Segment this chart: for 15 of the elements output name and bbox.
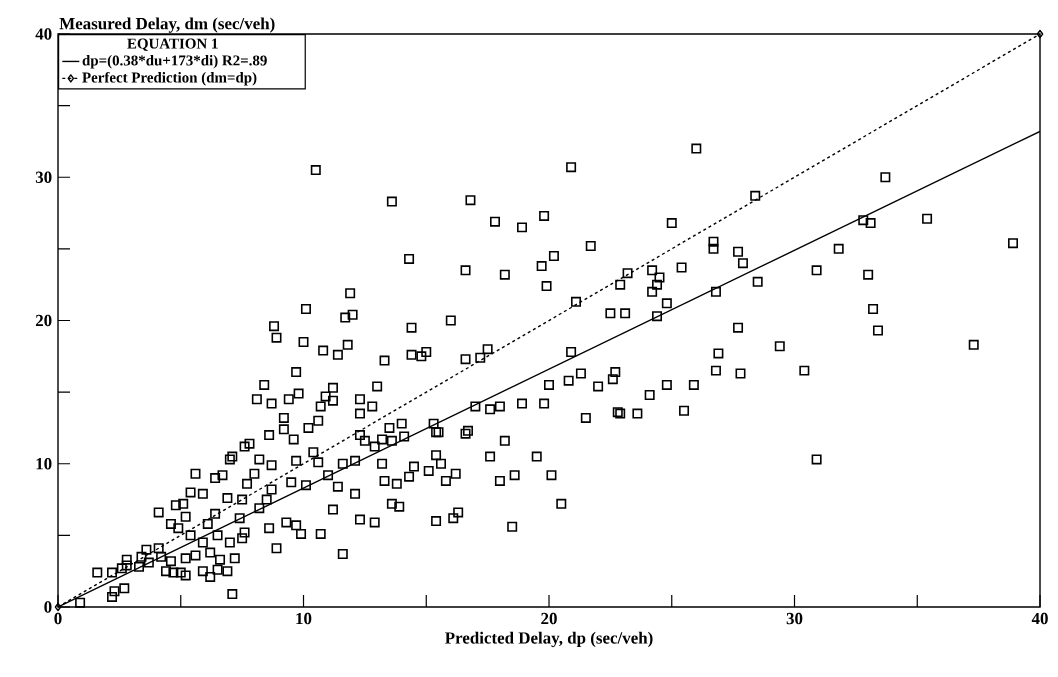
y-tick-label: 10 — [36, 458, 52, 470]
x-tick-label: 20 — [541, 612, 557, 625]
y-axis-title: Measured Delay, dm (sec/veh) — [59, 17, 275, 33]
x-tick-label: 10 — [296, 612, 312, 625]
legend-label: dp=(0.38*du+173*di) R2=.89 — [82, 55, 267, 69]
y-tick-label: 20 — [35, 314, 52, 327]
y-tick-label: 40 — [35, 28, 52, 40]
y-tick-label: 0 — [44, 601, 52, 613]
x-tick-label: 30 — [786, 612, 803, 625]
x-tick-label: 40 — [1031, 612, 1048, 625]
legend-label: Perfect Prediction (dm=dp) — [82, 71, 257, 86]
x-tick-label: 0 — [54, 612, 62, 625]
legend-title: EQUATION 1 — [127, 38, 218, 51]
x-axis-title: Predicted Delay, dp (sec/veh) — [445, 631, 653, 648]
y-tick-label: 30 — [35, 171, 52, 183]
